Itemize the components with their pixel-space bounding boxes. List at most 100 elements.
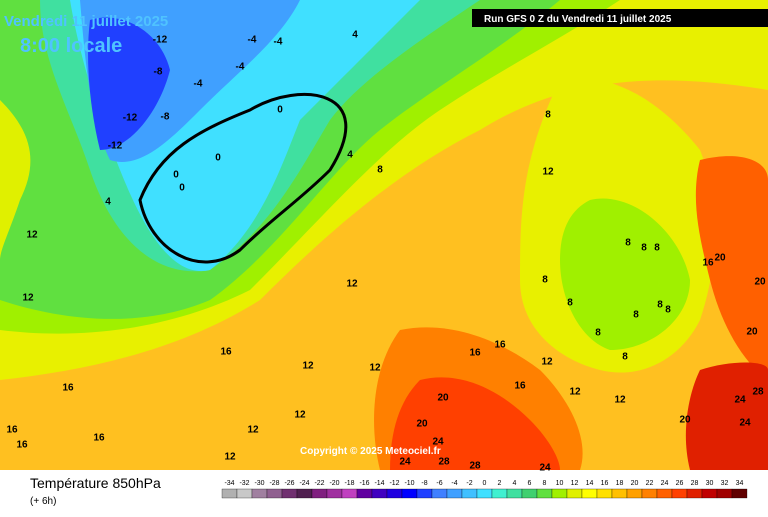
- contour-label: 12: [302, 361, 314, 372]
- run-banner: [472, 9, 768, 27]
- legend-tick-label: 14: [586, 480, 594, 487]
- contour-label: 16: [514, 381, 526, 392]
- legend-tick-label: -30: [254, 480, 264, 487]
- legend-swatch: [716, 488, 733, 499]
- contour-label: 8: [625, 238, 631, 249]
- contour-label: 8: [654, 243, 660, 254]
- contour-label: 4: [347, 150, 353, 161]
- contour-label: 28: [438, 457, 450, 468]
- legend-tick-label: -28: [269, 480, 279, 487]
- legend-swatch: [671, 488, 688, 499]
- contour-label: 12: [542, 167, 554, 178]
- legend-swatch: [326, 488, 343, 499]
- legend-tick-label: 28: [691, 480, 699, 487]
- legend-tick-label: -6: [436, 480, 442, 487]
- legend-tick-label: -20: [329, 480, 339, 487]
- legend-swatch: [731, 488, 748, 499]
- contour-label: -12: [123, 113, 138, 124]
- legend-swatch: [536, 488, 553, 499]
- contour-label: 4: [105, 197, 111, 208]
- contour-label: 8: [545, 110, 551, 121]
- legend-tick-label: 10: [556, 480, 564, 487]
- legend-swatch: [281, 488, 298, 499]
- temp-region: [88, 17, 170, 150]
- contour-label: -4: [248, 35, 257, 46]
- temp-region: [685, 362, 768, 470]
- legend-tick-label: 20: [631, 480, 639, 487]
- legend-tick-label: 24: [661, 480, 669, 487]
- contour-label: -4: [274, 37, 283, 48]
- contour-label: 16: [220, 347, 232, 358]
- legend-swatch: [641, 488, 658, 499]
- legend-tick-label: -14: [374, 480, 384, 487]
- legend-swatch: [266, 488, 283, 499]
- legend-swatch: [506, 488, 523, 499]
- legend-tick-label: 26: [676, 480, 684, 487]
- contour-zero: [138, 93, 348, 264]
- temp-region: [0, 100, 31, 260]
- legend-tick-label: -2: [466, 480, 472, 487]
- legend-swatch: [686, 488, 703, 499]
- legend-swatch: [566, 488, 583, 499]
- legend-tick-label: -32: [239, 480, 249, 487]
- contour-label: 8: [377, 165, 383, 176]
- legend-swatch: [251, 488, 268, 499]
- legend-swatch: [611, 488, 628, 499]
- legend-swatch: [386, 488, 403, 499]
- legend-swatch: [551, 488, 568, 499]
- contour-label: 16: [469, 348, 481, 359]
- contour-label: 16: [93, 433, 105, 444]
- legend-tick-label: -16: [359, 480, 369, 487]
- legend-swatch: [461, 488, 478, 499]
- legend-tick-label: 16: [601, 480, 609, 487]
- contour-label: 12: [541, 357, 553, 368]
- legend-tick-label: 32: [721, 480, 729, 487]
- contour-label: 16: [16, 440, 28, 451]
- legend-tick-label: 30: [706, 480, 714, 487]
- contour-label: 28: [469, 461, 481, 472]
- legend-tick-label: 12: [571, 480, 579, 487]
- contour-label: 20: [754, 277, 766, 288]
- legend-swatch: [371, 488, 388, 499]
- legend-tick-label: -4: [451, 480, 457, 487]
- legend-tick-label: -34: [224, 480, 234, 487]
- legend-tick-label: 34: [736, 480, 744, 487]
- forecast-step: (+ 6h): [30, 496, 56, 507]
- contour-label: 24: [399, 457, 411, 468]
- temp-region: [695, 156, 768, 380]
- contour-label: 24: [539, 463, 551, 474]
- legend-tick-label: -22: [314, 480, 324, 487]
- legend-swatch: [341, 488, 358, 499]
- contour-label: -4: [194, 79, 203, 90]
- contour-label: 12: [346, 279, 358, 290]
- legend-swatch: [296, 488, 313, 499]
- legend-swatch: [221, 488, 238, 499]
- legend-swatch: [701, 488, 718, 499]
- legend-tick-label: 18: [616, 480, 624, 487]
- legend-swatch: [581, 488, 598, 499]
- map-date: Vendredi 11 juillet 2025: [4, 13, 168, 30]
- legend-swatch: [521, 488, 538, 499]
- contour-label: -4: [236, 62, 245, 73]
- legend-tick-label: -24: [299, 480, 309, 487]
- contour-label: 16: [494, 340, 506, 351]
- temp-region: [560, 198, 690, 350]
- variable-name: Température 850hPa: [30, 475, 161, 491]
- contour-label: 20: [746, 327, 758, 338]
- contour-label: 8: [542, 275, 548, 286]
- contour-label: -8: [161, 112, 170, 123]
- contour-label: 24: [739, 418, 751, 429]
- legend-swatch: [596, 488, 613, 499]
- contour-label: 0: [173, 170, 179, 181]
- contour-label: -8: [154, 67, 163, 78]
- contour-label: 24: [432, 437, 444, 448]
- legend-swatch: [236, 488, 253, 499]
- legend-swatch: [401, 488, 418, 499]
- contour-label: 12: [224, 452, 236, 463]
- contour-label: 16: [702, 258, 714, 269]
- contour-label: -12: [108, 141, 123, 152]
- contour-label: 8: [595, 328, 601, 339]
- map-time: 8:00 locale: [20, 35, 122, 57]
- legend-tick-label: 6: [528, 480, 532, 487]
